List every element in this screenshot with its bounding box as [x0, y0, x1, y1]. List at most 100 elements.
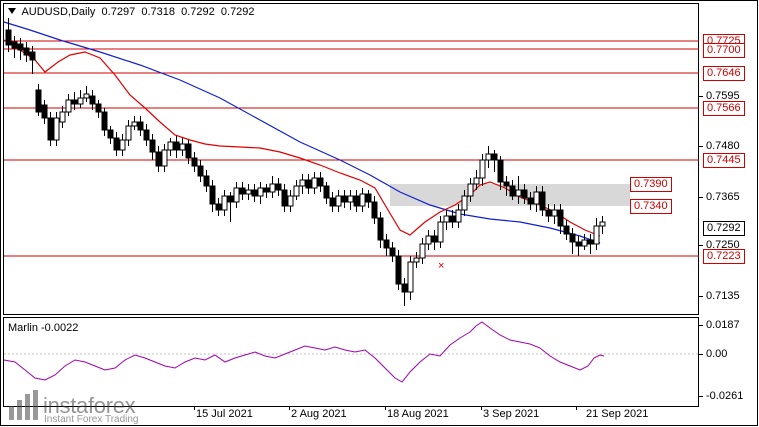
zone-label-lower: 0.7340	[630, 199, 672, 214]
bearish-candle	[137, 121, 144, 131]
bearish-candle	[341, 195, 348, 203]
date-label: 21 Sep 2021	[586, 408, 649, 420]
bullish-candle	[467, 183, 474, 197]
bearish-candle	[263, 187, 270, 193]
bullish-candle	[59, 111, 66, 123]
bullish-candle	[461, 195, 468, 211]
bearish-candle	[497, 159, 504, 183]
tick-mark	[699, 396, 703, 397]
low-value: 0.7292	[181, 6, 215, 18]
price-tick: 0.7135	[706, 290, 740, 302]
date-tick-mark	[481, 407, 482, 410]
oscillator-title: Marlin -0.0022	[8, 322, 78, 334]
bearish-candle	[227, 195, 234, 203]
fast-moving-average	[3, 39, 601, 237]
bullish-candle	[551, 209, 558, 217]
date-label: 15 Jul 2021	[196, 408, 253, 420]
watermark-name: instaforex	[43, 393, 136, 418]
bullish-candle	[419, 243, 426, 259]
bearish-candle	[149, 139, 156, 153]
bullish-candle	[233, 187, 240, 203]
bearish-candle	[203, 175, 210, 187]
bearish-candle	[305, 179, 312, 189]
bullish-candle	[455, 209, 462, 223]
bearish-candle	[509, 185, 516, 197]
high-value: 0.7318	[141, 6, 175, 18]
bearish-candle	[173, 141, 180, 151]
oscillator-pane[interactable]	[3, 317, 699, 407]
tick-mark	[699, 296, 703, 297]
bullish-candle	[599, 221, 606, 227]
open-value: 0.7297	[101, 6, 136, 18]
bearish-candle	[587, 239, 594, 245]
bearish-candle	[29, 51, 36, 61]
bullish-candle	[347, 195, 354, 203]
bullish-candle	[161, 149, 168, 167]
oscillator-value: -0.0022	[41, 322, 79, 334]
oscillator-tick: 0.0187	[706, 319, 740, 331]
bearish-candle	[377, 217, 384, 241]
tick-mark	[699, 146, 703, 147]
price-tick: 0.7250	[706, 239, 740, 251]
bullish-candle	[515, 189, 522, 197]
bearish-candle	[281, 189, 288, 207]
bearish-candle	[155, 151, 162, 167]
slow-moving-average	[3, 21, 601, 244]
tick-mark	[699, 354, 703, 355]
bearish-candle	[431, 235, 438, 243]
bearish-candle	[209, 185, 216, 205]
bullish-candle	[485, 153, 492, 161]
instaforex-logo-icon	[9, 390, 38, 420]
level-label-07445: 0.7445	[703, 153, 745, 168]
bearish-candle	[395, 255, 402, 285]
bullish-candle	[479, 159, 486, 179]
bearish-candle	[491, 153, 498, 161]
bullish-candle	[257, 187, 264, 197]
bullish-candle	[131, 121, 138, 127]
date-label: 2 Aug 2021	[291, 408, 347, 420]
bearish-candle	[389, 247, 396, 257]
bearish-candle	[17, 43, 24, 51]
bearish-candle	[35, 89, 42, 113]
tick-mark	[699, 245, 703, 246]
date-tick-mark	[385, 407, 386, 410]
bearish-candle	[353, 195, 360, 207]
chart-title: AUDUSD,Daily 0.7297 0.7318 0.7292 0.7292	[8, 6, 255, 18]
bullish-candle	[359, 193, 366, 207]
bearish-candle	[371, 201, 378, 219]
bullish-candle	[125, 125, 132, 141]
bullish-candle	[287, 195, 294, 207]
date-tick-mark	[576, 407, 577, 410]
bullish-candle	[179, 143, 186, 151]
bearish-candle	[521, 189, 528, 199]
bullish-candle	[83, 93, 90, 99]
level-label-07646: 0.7646	[703, 66, 745, 81]
bearish-candle	[89, 95, 96, 105]
bearish-candle	[251, 189, 258, 197]
bullish-candle	[413, 257, 420, 263]
dropdown-triangle-icon[interactable]	[8, 8, 16, 14]
bullish-candle	[473, 177, 480, 185]
bearish-candle	[539, 191, 546, 211]
bullish-candle	[269, 183, 276, 193]
bearish-candle	[449, 215, 456, 223]
bearish-candle	[527, 197, 534, 205]
bullish-candle	[437, 221, 444, 243]
oscillator-line	[3, 321, 605, 383]
bullish-candle	[245, 189, 252, 195]
watermark-tagline: Instant Forex Trading	[44, 414, 139, 425]
price-chart-pane[interactable]	[3, 3, 699, 315]
bearish-candle	[11, 41, 18, 49]
level-label-07566: 0.7566	[703, 101, 745, 116]
tick-mark	[699, 325, 703, 326]
bullish-candle	[581, 239, 588, 247]
bearish-candle	[101, 111, 108, 131]
bearish-candle	[323, 185, 330, 199]
bearish-candle	[575, 241, 582, 247]
bearish-candle	[317, 177, 324, 187]
current-price-label: 0.7292	[703, 221, 745, 236]
bearish-candle	[23, 47, 30, 56]
bearish-candle	[239, 187, 246, 195]
bearish-candle	[191, 157, 198, 167]
